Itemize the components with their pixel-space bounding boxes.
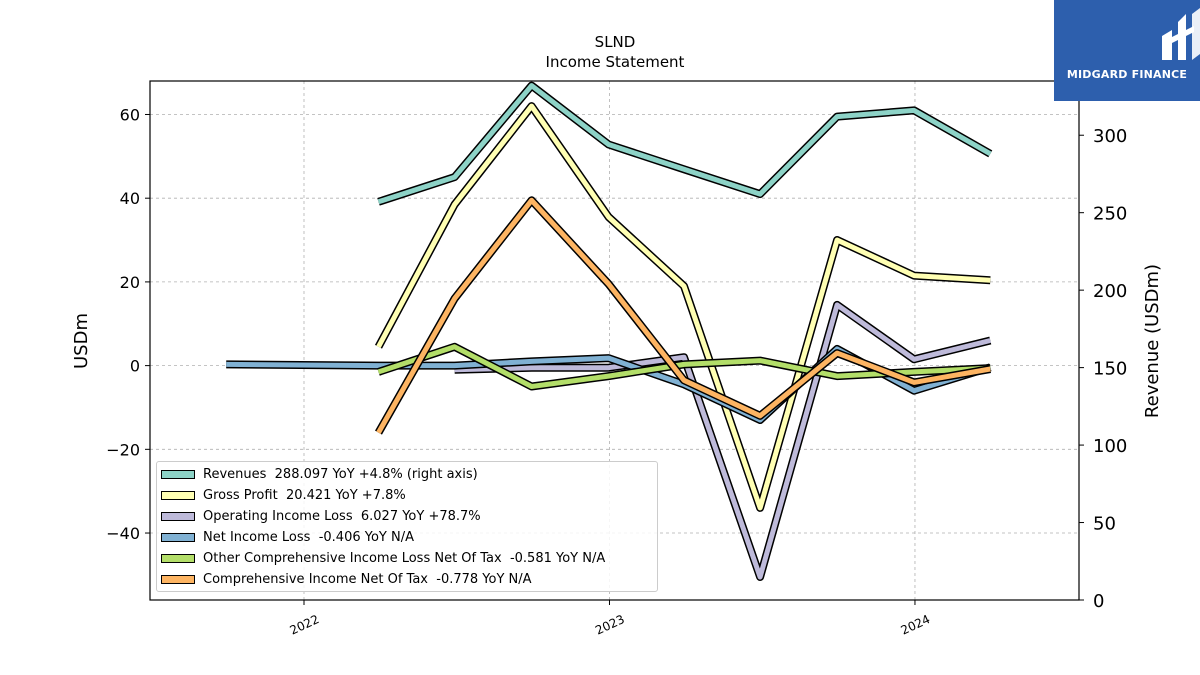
right-tick-label: 0 xyxy=(1093,591,1104,612)
chart-legend: Revenues 288.097 YoY +4.8% (right axis) G… xyxy=(156,461,658,592)
brand-logo: MIDGARD FINANCE xyxy=(1054,0,1200,101)
y-axis-label-right: Revenue (USDm) xyxy=(1142,264,1163,418)
left-tick-label: 20 xyxy=(120,273,140,292)
right-axis-ticks: 0 50 100 150 200 250 300 xyxy=(1079,126,1127,612)
left-tick-label: −40 xyxy=(106,524,140,543)
series-3 xyxy=(226,344,992,424)
right-tick-label: 200 xyxy=(1093,281,1127,302)
legend-item: Gross Profit 20.421 YoY +7.8% xyxy=(161,485,651,506)
legend-label: Revenues 288.097 YoY +4.8% (right axis) xyxy=(203,467,478,482)
left-tick-label: −20 xyxy=(106,440,140,459)
series-1 xyxy=(374,102,991,512)
legend-item: Operating Income Loss 6.027 YoY +78.7% xyxy=(161,506,651,527)
series-line-outline xyxy=(375,196,991,435)
legend-swatch xyxy=(161,554,195,563)
series-2 xyxy=(454,300,992,581)
midgard-logo-icon xyxy=(1162,8,1200,60)
brand-name: MIDGARD FINANCE xyxy=(1066,68,1188,81)
right-tick-label: 50 xyxy=(1093,514,1116,535)
x-tick-label: 2022 xyxy=(288,612,322,638)
legend-swatch xyxy=(161,533,195,542)
legend-item: Revenues 288.097 YoY +4.8% (right axis) xyxy=(161,464,651,485)
legend-item: Net Income Loss -0.406 YoY N/A xyxy=(161,527,651,548)
legend-label: Other Comprehensive Income Loss Net Of T… xyxy=(203,551,606,566)
series-line xyxy=(226,346,992,423)
right-tick-label: 300 xyxy=(1093,126,1127,147)
legend-item: Other Comprehensive Income Loss Net Of T… xyxy=(161,548,651,569)
series-layer xyxy=(226,81,993,581)
series-line xyxy=(454,302,991,580)
legend-item: Comprehensive Income Net Of Tax -0.778 Y… xyxy=(161,569,651,590)
legend-label: Net Income Loss -0.406 YoY N/A xyxy=(203,530,414,545)
legend-swatch xyxy=(161,512,195,521)
series-line xyxy=(376,103,991,511)
right-tick-label: 150 xyxy=(1093,359,1127,380)
legend-label: Operating Income Loss 6.027 YoY +78.7% xyxy=(203,509,481,524)
series-5 xyxy=(375,196,991,435)
left-tick-label: 0 xyxy=(130,357,140,376)
left-tick-label: 60 xyxy=(120,105,140,124)
legend-swatch xyxy=(161,470,195,479)
x-tick-label: 2023 xyxy=(593,612,627,638)
chart-subtitle: Income Statement xyxy=(546,53,685,71)
series-line xyxy=(376,197,991,434)
plot-frame xyxy=(149,80,1080,601)
series-line xyxy=(377,83,992,205)
series-0 xyxy=(377,81,993,206)
legend-label: Comprehensive Income Net Of Tax -0.778 Y… xyxy=(203,572,532,587)
chart-title: SLND xyxy=(595,33,636,51)
right-tick-label: 250 xyxy=(1093,204,1127,225)
y-axis-label-left: USDm xyxy=(71,313,92,369)
left-axis-ticks: −40 −20 0 20 40 60 xyxy=(106,105,150,543)
right-tick-label: 100 xyxy=(1093,436,1127,457)
legend-swatch xyxy=(161,575,195,584)
left-tick-label: 40 xyxy=(120,189,140,208)
x-tick-label: 2024 xyxy=(899,612,933,638)
x-axis-ticks: 2022 2023 2024 xyxy=(288,600,933,638)
legend-swatch xyxy=(161,491,195,500)
legend-label: Gross Profit 20.421 YoY +7.8% xyxy=(203,488,406,503)
